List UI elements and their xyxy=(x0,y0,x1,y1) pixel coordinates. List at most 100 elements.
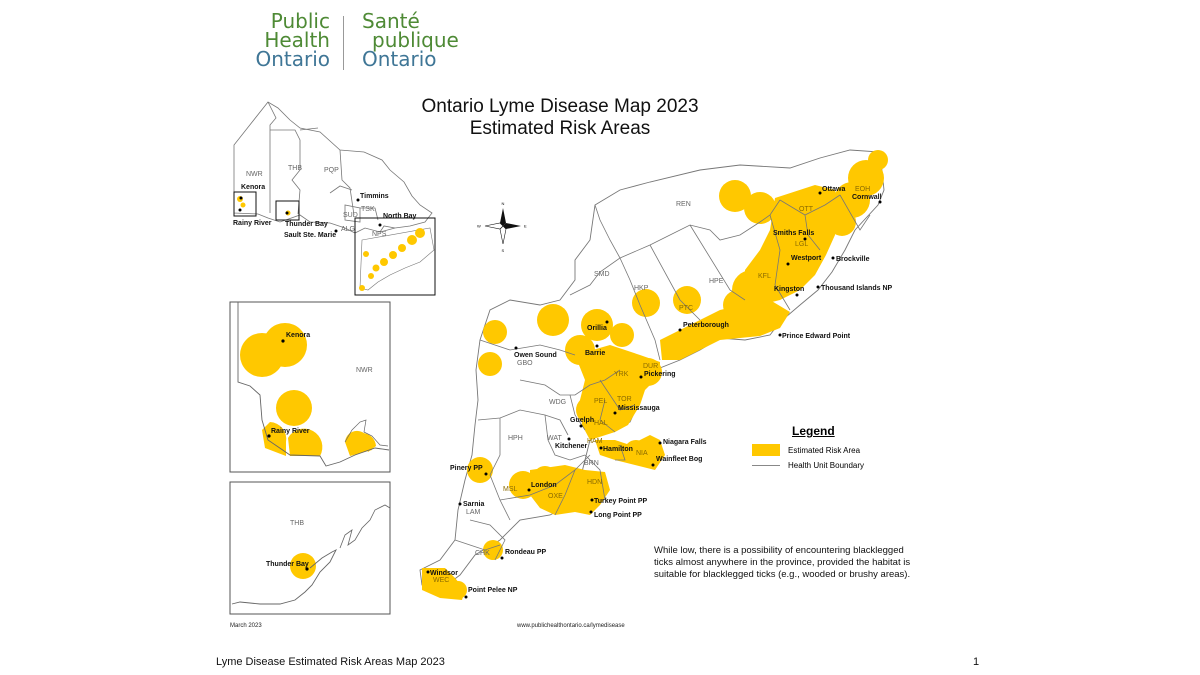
hu-label-hph: HPH xyxy=(508,435,523,442)
hu-label-brn: BRN xyxy=(584,460,599,467)
overview-south-box xyxy=(354,217,436,296)
hu-label-eoh: EOH xyxy=(855,186,870,193)
place-pickering: Pickering xyxy=(644,371,676,378)
place-london: London xyxy=(531,482,557,489)
main-map-boundaries xyxy=(454,194,871,561)
hu-label-chk: CHK xyxy=(475,550,490,557)
hu-label-hal: HAL xyxy=(594,420,608,427)
overview-inset xyxy=(233,101,433,234)
hu-label-yrk: YRK xyxy=(614,371,629,378)
map-title-line1: Ontario Lyme Disease Map 2023 xyxy=(421,96,699,117)
compass-e: E xyxy=(524,224,527,229)
logo-en-line2: Health xyxy=(264,28,330,52)
legend-item-risk-area: Estimated Risk Area xyxy=(752,444,912,456)
hu-label-oxe: OXE xyxy=(548,493,563,500)
hu-label-ren: REN xyxy=(676,201,691,208)
logo-fr-line3: Ontario xyxy=(362,47,437,71)
place-rondeau-pp: Rondeau PP xyxy=(505,549,547,556)
hu-label-ott: OTT xyxy=(799,206,814,213)
place-rainy-river-overview: Rainy River xyxy=(233,220,272,227)
hu-label-gbo: GBO xyxy=(517,360,533,367)
compass-s: S xyxy=(502,248,505,253)
place-westport: Westport xyxy=(791,255,822,262)
compass-rose: N S E W xyxy=(477,201,527,253)
hu-label-wdg: WDG xyxy=(549,399,566,406)
legend-label-boundary: Health Unit Boundary xyxy=(788,461,865,470)
place-hamilton: Hamilton xyxy=(603,446,633,453)
hu-label-wec: WEC xyxy=(433,577,449,584)
boundary-line-swatch xyxy=(752,465,780,466)
place-niagara-falls: Niagara Falls xyxy=(663,439,707,446)
page-footer-title: Lyme Disease Estimated Risk Areas Map 20… xyxy=(216,656,445,668)
place-kenora-overview: Kenora xyxy=(241,184,265,191)
hu-label-msl: MSL xyxy=(503,486,518,493)
hu-label-lgl: LGL xyxy=(795,241,808,248)
place-wainfleet-bog: Wainfleet Bog xyxy=(656,456,702,463)
hu-label-pqp: PQP xyxy=(324,167,339,174)
place-windsor: Windsor xyxy=(430,570,458,577)
place-smiths-falls: Smiths Falls xyxy=(773,230,814,237)
place-orillia: Orillia xyxy=(587,325,607,332)
hu-label-thb-inset: THB xyxy=(290,520,304,527)
hu-label-kfl: KFL xyxy=(758,273,771,280)
hu-label-ptc: PTC xyxy=(679,305,693,312)
place-owen-sound: Owen Sound xyxy=(514,352,557,359)
logo-en-line3: Ontario xyxy=(255,47,330,71)
compass-n: N xyxy=(502,201,505,206)
place-peterborough: Peterborough xyxy=(683,322,729,329)
place-turkey-point-pp: Turkey Point PP xyxy=(594,498,647,505)
hu-label-sud: SUD xyxy=(343,212,358,219)
hu-label-smd-north: SMD xyxy=(594,271,610,278)
hu-label-thb: THB xyxy=(288,165,302,172)
place-north-bay-overview: North Bay xyxy=(383,213,417,220)
hu-label-hdn: HDN xyxy=(587,479,602,486)
map-date: March 2023 xyxy=(230,623,262,629)
hu-label-hkp-north: HKP xyxy=(634,285,649,292)
page-number: 1 xyxy=(973,656,980,668)
place-barrie: Barrie xyxy=(585,350,605,357)
map-title: Ontario Lyme Disease Map 2023 Estimated … xyxy=(380,96,740,140)
public-health-ontario-logo: Public Health Ontario Santé publique Ont… xyxy=(212,9,492,74)
overview-nwr-box xyxy=(233,191,257,217)
source-url[interactable]: www.publichealthontario.ca/lymedisease xyxy=(517,623,625,629)
legend-label-risk-area: Estimated Risk Area xyxy=(788,445,861,455)
legend: Legend Estimated Risk Area Health Unit B… xyxy=(752,424,912,475)
hu-label-nwr: NWR xyxy=(246,171,263,178)
place-sault-overview: Sault Ste. Marie xyxy=(284,232,336,239)
risk-note: While low, there is a possibility of enc… xyxy=(654,545,911,580)
logo-en-line1: Public xyxy=(270,9,330,33)
legend-heading: Legend xyxy=(792,424,835,438)
main-map-places: Ottawa Cornwall Smiths Falls Westport Br… xyxy=(426,186,893,599)
logo-french: Santé publique Ontario xyxy=(362,9,502,71)
hu-label-tor: TOR xyxy=(617,396,632,403)
hu-label-ham: HAM xyxy=(587,438,603,445)
place-pinery-pp: Pinery PP xyxy=(450,465,483,472)
place-kingston: Kingston xyxy=(774,286,804,293)
place-brockville: Brockville xyxy=(836,256,870,263)
map-title-line2: Estimated Risk Areas xyxy=(469,118,651,139)
logo-english: Public Health Ontario xyxy=(212,9,330,71)
overview-labels: NWR THB PQP SUD TSK ALG NPS Kenora Rainy… xyxy=(233,165,417,239)
place-kenora-inset: Kenora xyxy=(286,332,310,339)
place-prince-edward-point: Prince Edward Point xyxy=(782,333,851,340)
hu-label-alg: ALG xyxy=(341,226,355,233)
place-sarnia: Sarnia xyxy=(463,501,485,508)
hu-label-hpe-north: HPE xyxy=(709,278,724,285)
main-map-risk-areas xyxy=(422,150,888,600)
logo-fr-line1: Santé xyxy=(362,9,420,33)
place-point-pelee-np: Point Pelee NP xyxy=(468,587,518,594)
hu-label-pel: PEL xyxy=(594,398,607,405)
place-ottawa: Ottawa xyxy=(822,186,845,193)
overview-southern-ontario xyxy=(237,196,435,291)
place-timmins-overview: Timmins xyxy=(360,193,389,200)
place-mississauga: Mississauga xyxy=(618,405,660,412)
overview-thb-box xyxy=(275,200,300,221)
hu-label-nps: NPS xyxy=(372,231,387,238)
nwr-inset: Kenora Rainy River NWR xyxy=(229,301,391,473)
logo-divider xyxy=(343,16,344,70)
hu-label-wat: WAT xyxy=(547,435,562,442)
place-thunder-bay-inset: Thunder Bay xyxy=(266,561,309,568)
place-kitchener: Kitchener xyxy=(555,443,588,450)
place-cornwall: Cornwall xyxy=(852,194,882,201)
